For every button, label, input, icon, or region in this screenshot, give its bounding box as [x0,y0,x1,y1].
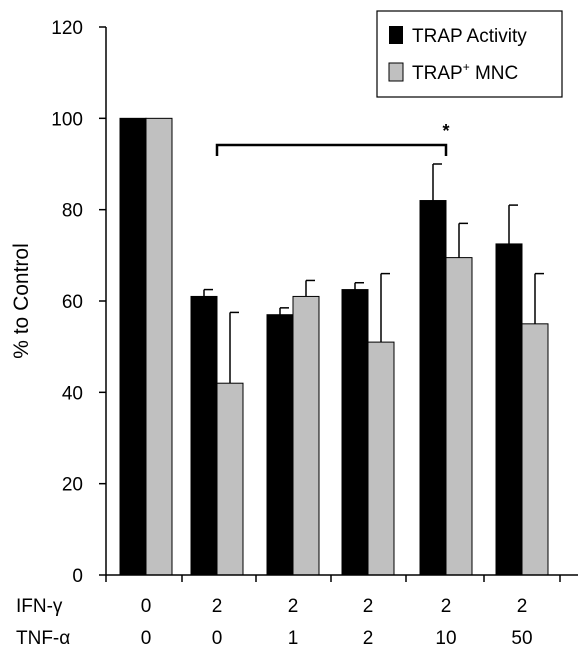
y-axis-title: % to Control [10,243,33,359]
bar-trap-activity [119,117,147,576]
bar-trap-mnc [445,257,473,576]
bars [119,117,549,576]
legend-label-trap-mnc-rest: MNC [470,63,519,84]
ifn-gamma-label: IFN-γ [16,596,63,617]
legend: TRAP Activity TRAP+ MNC [376,10,563,98]
bar-trap-mnc [145,117,173,576]
tnf-alpha-value: 1 [288,628,299,649]
axes [105,27,578,576]
bar-trap-mnc [367,341,395,576]
tnf-alpha-value: 10 [435,628,456,649]
bar-trap-activity [419,200,447,576]
bar-trap-activity [341,289,369,576]
ifn-gamma-value: 2 [517,596,528,617]
bar-trap-mnc [216,382,244,576]
y-tick-label: 0 [72,566,83,587]
x-row-labels: IFN-γ TNF-α [16,596,70,649]
significance-asterisk: * [442,121,449,141]
bar-trap-mnc [292,295,320,576]
ifn-gamma-value: 2 [212,596,223,617]
legend-label-trap-mnc: TRAP+ MNC [412,60,518,84]
legend-box [376,10,563,98]
bar-trap-activity [266,314,294,576]
y-tick-label: 60 [62,292,83,313]
bar-trap-activity [190,295,218,576]
legend-label-trap-activity: TRAP Activity [412,26,527,47]
y-tick-label: 40 [62,383,83,404]
tnf-alpha-label: TNF-α [16,628,70,649]
ifn-gamma-value: 2 [363,596,374,617]
tnf-alpha-value: 0 [212,628,223,649]
tnf-alpha-value: 2 [363,628,374,649]
y-tick-label: 20 [62,475,83,496]
y-tick-label: 100 [51,109,83,130]
tnf-alpha-value: 0 [141,628,152,649]
significance-line [215,143,448,156]
ifn-gamma-value: 2 [441,596,452,617]
x-axis-ticks: 0 0 2 0 2 1 2 2 2 10 2 50 [105,575,561,649]
y-axis-ticks: 0 20 40 60 80 100 120 [51,18,106,587]
significance-bracket: * [215,121,450,156]
tnf-alpha-value: 50 [511,628,532,649]
bar-trap-mnc [521,323,549,576]
legend-swatch-trap-activity [389,26,403,44]
y-tick-label: 120 [51,18,83,39]
legend-swatch-trap-mnc [388,62,404,82]
y-tick-label: 80 [62,201,83,222]
legend-label-trap-mnc-main: TRAP [412,63,463,84]
ifn-gamma-value: 2 [288,596,299,617]
ifn-gamma-value: 0 [141,596,152,617]
legend-label-trap-mnc-sup: + [463,60,470,74]
bar-trap-activity [495,243,523,576]
